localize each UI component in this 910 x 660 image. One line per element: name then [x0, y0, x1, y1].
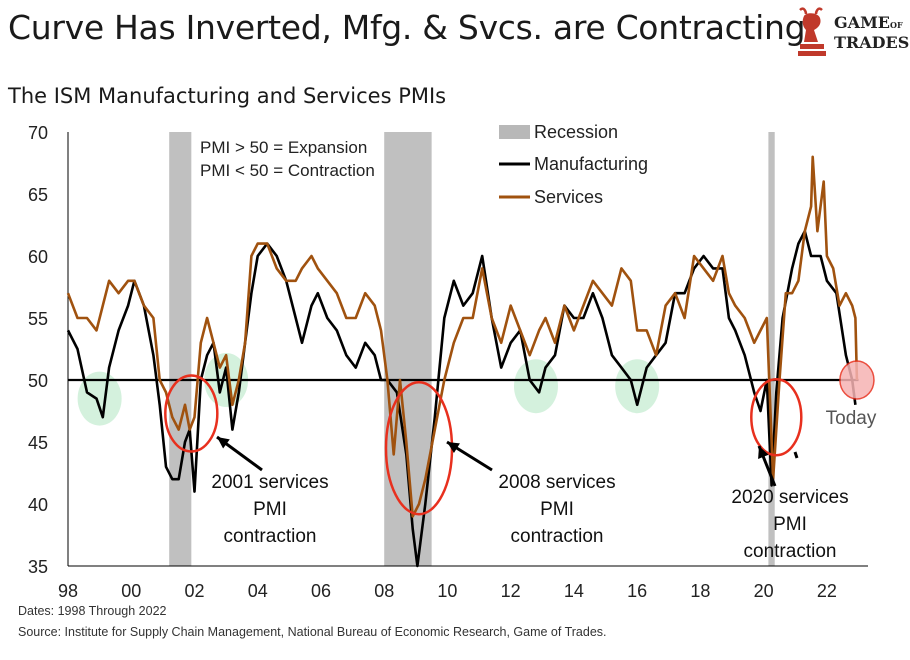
legend-recession-label: Recession: [534, 122, 618, 142]
annotation-1-line-0: 2008 services: [498, 472, 615, 493]
chart-title: Curve Has Inverted, Mfg. & Svcs. are Con…: [8, 8, 806, 47]
y-tick-label-45: 45: [28, 433, 48, 453]
x-tick-label-04: 04: [248, 581, 268, 601]
x-tick-label-14: 14: [564, 581, 584, 601]
annotation-1-line-1: PMI: [540, 499, 574, 520]
chart-subtitle: The ISM Manufacturing and Services PMIs: [8, 84, 447, 108]
annotation-2-tick: [793, 451, 799, 459]
annotation-2-line-0: 2020 services: [731, 487, 848, 508]
x-tick-label-16: 16: [627, 581, 647, 601]
note-expansion: PMI > 50 = Expansion: [200, 138, 367, 157]
x-tick-label-20: 20: [754, 581, 774, 601]
y-tick-label-55: 55: [28, 309, 48, 329]
x-tick-label-22: 22: [817, 581, 837, 601]
footer-dates: Dates: 1998 Through 2022: [18, 604, 167, 618]
x-tick-label-08: 08: [374, 581, 394, 601]
note-contraction: PMI < 50 = Contraction: [200, 161, 375, 180]
series-line-services: [66, 155, 859, 518]
annotation-1-line-2: contraction: [511, 526, 604, 547]
annotation-today-label: Today: [826, 408, 877, 429]
legend-recession-swatch: [499, 125, 530, 139]
x-tick-label-00: 00: [121, 581, 141, 601]
recession-band-0: [169, 132, 192, 566]
footer-source: Source: Institute for Supply Chain Manag…: [18, 625, 607, 639]
x-tick-label-12: 12: [501, 581, 521, 601]
logo-word-game: GAME: [834, 13, 890, 32]
x-tick-label-18: 18: [690, 581, 710, 601]
x-tick-label-10: 10: [437, 581, 457, 601]
annotation-arrowhead-2: [758, 446, 769, 459]
logo-wordmark: GAMEOF TRADES: [834, 14, 909, 51]
y-tick-label-60: 60: [28, 247, 48, 267]
contraction-ellipse-2: [750, 377, 803, 457]
x-tick-label-98: 98: [58, 581, 78, 601]
logo-word-trades: TRADES: [834, 33, 910, 52]
recession-band-2: [768, 132, 775, 566]
today-marker: [839, 360, 875, 400]
annotation-2-line-2: contraction: [744, 541, 837, 562]
bull-knight-icon: [798, 7, 826, 56]
y-tick-label-40: 40: [28, 495, 48, 515]
recession-band-1: [384, 132, 432, 566]
legend-manufacturing-label: Manufacturing: [534, 154, 648, 174]
y-tick-label-65: 65: [28, 185, 48, 205]
legend-services-label: Services: [534, 187, 603, 207]
y-tick-label-35: 35: [28, 557, 48, 577]
annotation-arrowhead-1: [447, 442, 460, 453]
x-tick-label-02: 02: [184, 581, 204, 601]
annotation-0-line-1: PMI: [253, 499, 287, 520]
y-tick-label-70: 70: [28, 123, 48, 143]
annotation-arrowhead-0: [217, 437, 230, 449]
logo-word-of: OF: [889, 20, 903, 30]
game-of-trades-logo: GAMEOF TRADES: [792, 4, 909, 64]
annotation-0-line-2: contraction: [224, 526, 317, 547]
x-tick-label-06: 06: [311, 581, 331, 601]
y-tick-label-50: 50: [28, 371, 48, 391]
contraction-ellipse-0: [164, 374, 219, 453]
annotation-2-line-1: PMI: [773, 514, 807, 535]
highlight-ellipse-0: [77, 371, 122, 426]
annotation-0-line-0: 2001 services: [211, 472, 328, 493]
